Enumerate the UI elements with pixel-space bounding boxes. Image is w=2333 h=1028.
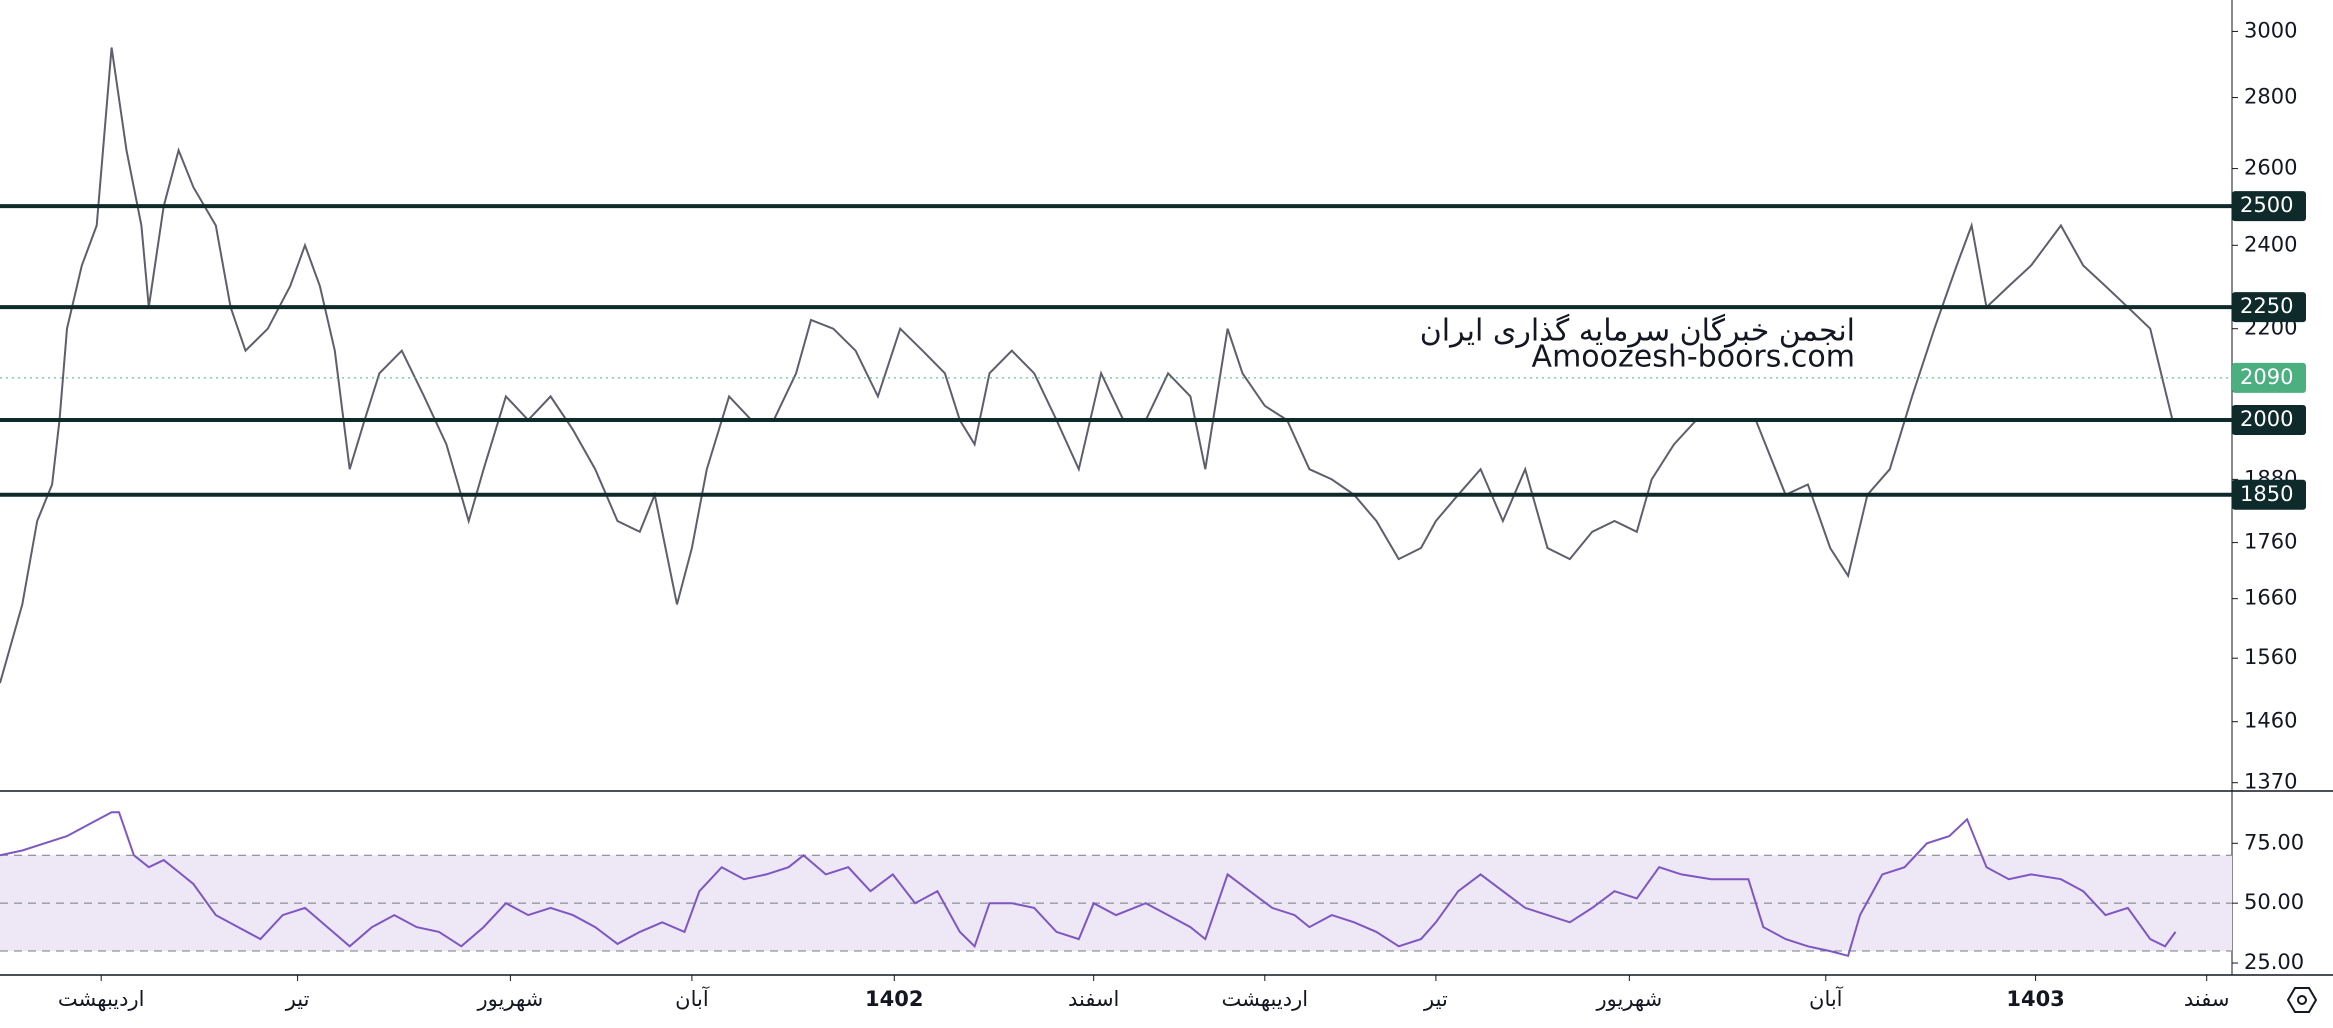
- series-line: [0, 811, 2177, 958]
- y-tick-label: 50.00: [2244, 890, 2304, 914]
- y-tick-label: 75.00: [2244, 830, 2304, 854]
- watermark-url: Amoozesh-boors.com: [1532, 340, 1855, 375]
- level-label: 1850: [2240, 482, 2293, 506]
- last-price-label: 2090: [2240, 365, 2293, 389]
- last-price-box: [2232, 362, 2306, 393]
- x-tick-label: اردیبهشت: [1222, 987, 1309, 1011]
- x-tick-label: شهریور: [1596, 987, 1663, 1011]
- x-tick-label: تیر: [1423, 987, 1448, 1011]
- level-box: [2232, 405, 2306, 436]
- y-tick-label: 1660: [2244, 586, 2297, 610]
- level-label: 2000: [2240, 407, 2293, 431]
- y-tick-label: 1760: [2244, 530, 2297, 554]
- x-tick-label: شهریور: [477, 987, 544, 1011]
- level-label: 2500: [2240, 193, 2293, 217]
- y-tick-label: 2600: [2244, 156, 2297, 180]
- y-tick-label: 25.00: [2244, 950, 2304, 974]
- level-box: [2232, 191, 2306, 222]
- x-tick-label: آبان: [675, 986, 710, 1011]
- y-tick-label: 2400: [2244, 232, 2297, 256]
- x-tick-label: سفند: [2184, 987, 2230, 1011]
- settings-button[interactable]: [2286, 987, 2318, 1013]
- watermark-title: انجمن خبرگان سرمایه گذاری ایران: [1420, 314, 1855, 349]
- level-box: [2232, 479, 2306, 510]
- x-tick-label: اردیبهشت: [58, 987, 145, 1011]
- y-tick-label: 1560: [2244, 645, 2297, 669]
- x-tick-label: آبان: [1809, 986, 1844, 1011]
- x-tick-label: تیر: [285, 987, 310, 1011]
- x-tick-label: 1403: [2006, 987, 2064, 1011]
- y-tick-label: 1460: [2244, 709, 2297, 733]
- level-box: [2232, 292, 2306, 323]
- x-tick-label: اسفند: [1068, 987, 1119, 1011]
- x-tick-label: 1402: [865, 987, 923, 1011]
- y-tick-label: 1370: [2244, 770, 2297, 794]
- settings-dot[interactable]: [2297, 995, 2307, 1005]
- settings-icon[interactable]: [2286, 987, 2318, 1013]
- y-tick-label: 3000: [2244, 18, 2297, 42]
- y-tick-label: 2800: [2244, 85, 2297, 109]
- series-line: [0, 47, 2174, 684]
- level-label: 2250: [2240, 294, 2293, 318]
